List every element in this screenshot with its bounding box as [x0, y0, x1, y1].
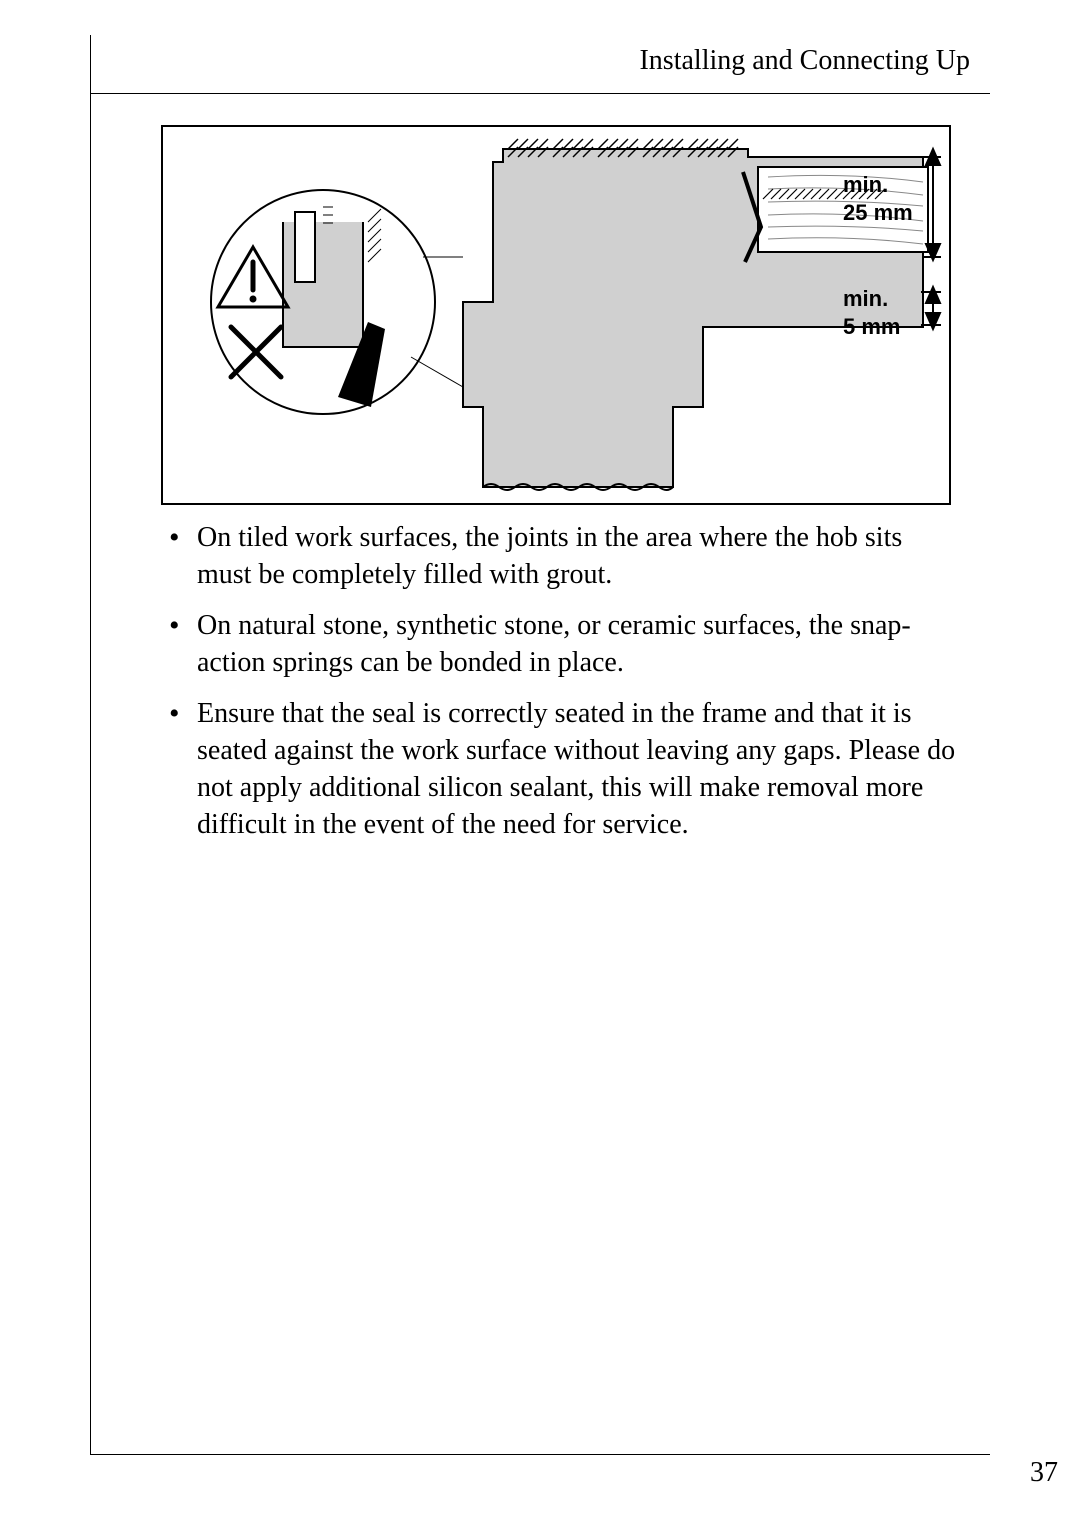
list-text: On tiled work surfaces, the joints in th…	[197, 522, 902, 590]
list-text: On natural stone, synthetic stone, or ce…	[197, 610, 911, 678]
list-item: Ensure that the seal is correctly seated…	[161, 696, 961, 844]
dim-label-5mm: min.5 mm	[843, 285, 900, 340]
list-text: Ensure that the seal is correctly seated…	[197, 698, 955, 840]
page-header: Installing and Connecting Up	[639, 45, 970, 77]
page-number: 37	[1030, 1457, 1058, 1489]
list-item: On tiled work surfaces, the joints in th…	[161, 520, 961, 594]
header-rule	[91, 93, 990, 94]
page: Installing and Connecting Up	[0, 0, 1080, 1529]
instruction-list: On tiled work surfaces, the joints in th…	[161, 520, 961, 858]
installation-diagram: min.25 mm min.5 mm	[161, 125, 951, 505]
content-frame: Installing and Connecting Up	[90, 35, 990, 1455]
dim-label-25mm: min.25 mm	[843, 171, 913, 226]
diagram-svg	[163, 127, 951, 505]
list-item: On natural stone, synthetic stone, or ce…	[161, 608, 961, 682]
